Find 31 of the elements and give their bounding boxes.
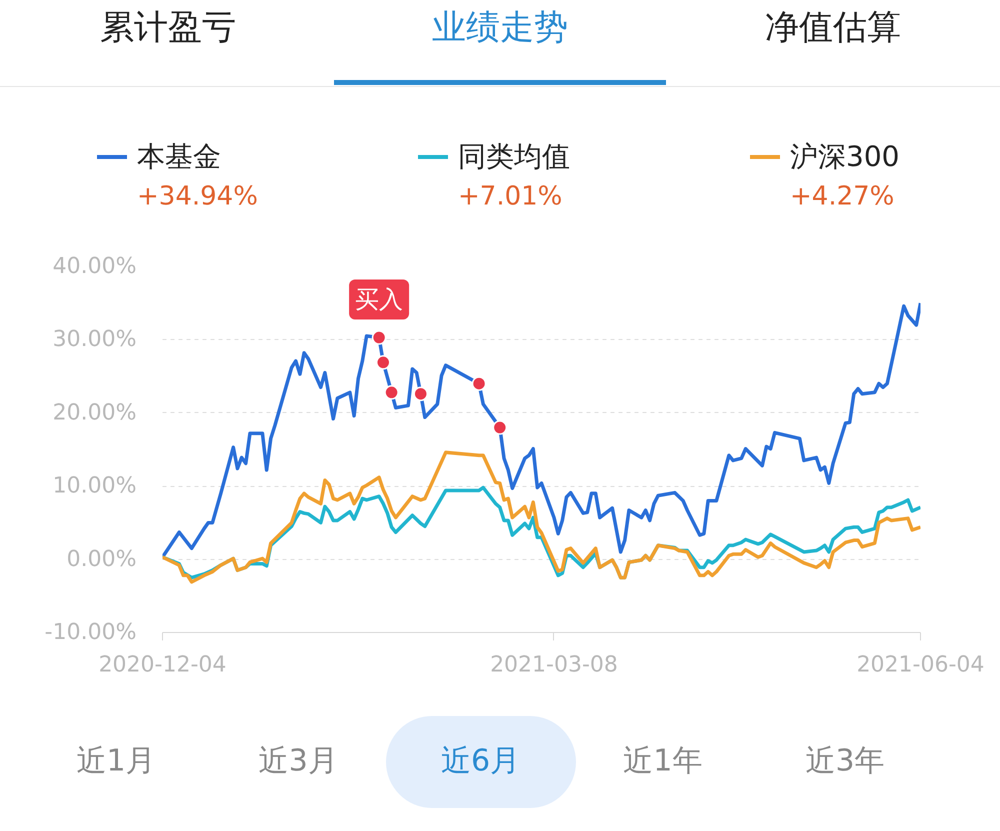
text: 业绩走势 <box>432 6 568 50</box>
text: 近1月 <box>76 742 156 781</box>
text: 近3月 <box>258 742 338 781</box>
y-tick-label: 30.00% <box>52 327 137 352</box>
point <box>413 386 428 402</box>
point <box>384 385 399 400</box>
legend-label: 同类均值 <box>458 139 570 175</box>
text: 净值估算 <box>765 6 901 50</box>
y-tick-label: 40.00% <box>52 254 137 279</box>
text: 近6月 <box>440 742 520 781</box>
point <box>376 355 390 370</box>
text: 近3年 <box>805 742 885 781</box>
y-tick-label: 10.00% <box>52 474 137 499</box>
point <box>492 420 508 435</box>
x-tick-label: 2020-12-04 <box>98 652 226 678</box>
y-tick-label: 20.00% <box>52 400 137 426</box>
point <box>472 376 486 391</box>
text: +7.01% <box>458 180 562 214</box>
text: 近1年 <box>623 742 702 781</box>
point <box>372 330 386 345</box>
annotation: 买入 <box>355 286 404 314</box>
legend-label: 沪深300 <box>790 139 900 175</box>
line-series <box>162 450 920 584</box>
text: +4.27% <box>790 180 894 214</box>
text: 累计盈亏 <box>100 6 236 50</box>
text: +34.94% <box>137 180 258 214</box>
x-tick-label: 2021-03-08 <box>490 652 618 678</box>
y-tick-label: -10.00% <box>44 620 137 645</box>
legend-label: 本基金 <box>137 139 221 175</box>
x-tick-label: 2021-06-04 <box>856 652 984 678</box>
y-tick-label: 0.00% <box>66 546 136 572</box>
